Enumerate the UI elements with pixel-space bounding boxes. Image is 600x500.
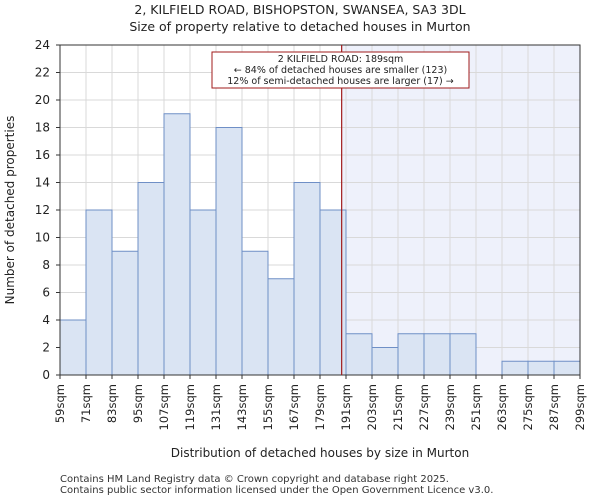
x-tick-label: 275sqm [521, 384, 535, 430]
histogram-bar [59, 319, 87, 376]
y-tick-label: 24 [35, 38, 50, 52]
histogram-bar [111, 250, 139, 376]
y-tick-label: 6 [42, 286, 50, 300]
x-tick-label: 119sqm [183, 384, 197, 430]
x-tick-label: 299sqm [573, 384, 587, 430]
histogram-bar [215, 127, 243, 376]
histogram-bar [163, 113, 191, 376]
histogram-bar [397, 333, 425, 376]
x-tick-label: 107sqm [157, 384, 171, 430]
x-tick-label: 143sqm [235, 384, 249, 430]
y-tick-label: 4 [42, 313, 50, 327]
y-tick-label: 14 [35, 176, 50, 190]
y-tick-label: 18 [35, 121, 50, 135]
y-tick-label: 16 [35, 148, 50, 162]
histogram-bar [553, 360, 581, 376]
histogram-bar [293, 182, 321, 376]
chart-title: 2, KILFIELD ROAD, BISHOPSTON, SWANSEA, S… [134, 2, 466, 17]
x-tick-label: 191sqm [339, 384, 353, 430]
x-tick-label: 203sqm [365, 384, 379, 430]
x-tick-label: 71sqm [79, 384, 93, 423]
x-tick-label: 263sqm [495, 384, 509, 430]
x-tick-label: 131sqm [209, 384, 223, 430]
x-tick-label: 155sqm [261, 384, 275, 430]
histogram-bar [267, 278, 295, 376]
x-tick-label: 239sqm [443, 384, 457, 430]
histogram-bar [501, 360, 529, 376]
y-tick-label: 12 [35, 203, 50, 217]
x-tick-label: 227sqm [417, 384, 431, 430]
y-tick-label: 2 [42, 341, 50, 355]
y-axis-label: Number of detached properties [3, 116, 17, 305]
y-tick-label: 10 [35, 231, 50, 245]
histogram-bar [241, 250, 269, 376]
footer-licence: Contains public sector information licen… [60, 485, 494, 496]
histogram-bar [189, 209, 217, 376]
histogram-bar [527, 360, 555, 376]
y-tick-label: 22 [35, 66, 50, 80]
annotation-line: 12% of semi-detached houses are larger (… [227, 76, 454, 87]
histogram-chart: 2 KILFIELD ROAD: 189sqm← 84% of detached… [3, 38, 587, 460]
histogram-bar [345, 333, 373, 376]
x-tick-label: 251sqm [469, 384, 483, 430]
chart-subtitle: Size of property relative to detached ho… [129, 19, 471, 34]
x-tick-label: 95sqm [131, 384, 145, 423]
histogram-bar [423, 333, 451, 376]
annotation-line: 2 KILFIELD ROAD: 189sqm [278, 54, 404, 65]
annotation-line: ← 84% of detached houses are smaller (12… [234, 65, 447, 76]
x-axis-label: Distribution of detached houses by size … [171, 446, 469, 460]
histogram-bar [449, 333, 477, 376]
x-tick-label: 59sqm [53, 384, 67, 423]
x-tick-label: 179sqm [313, 384, 327, 430]
y-tick-label: 20 [35, 93, 50, 107]
y-tick-label: 8 [42, 258, 50, 272]
x-tick-label: 287sqm [547, 384, 561, 430]
histogram-bar [85, 209, 113, 376]
histogram-bar [371, 347, 399, 376]
annotation-box [211, 51, 470, 89]
x-tick-label: 167sqm [287, 384, 301, 430]
x-tick-label: 83sqm [105, 384, 119, 423]
histogram-bar [137, 182, 165, 376]
footer-copyright: Contains HM Land Registry data © Crown c… [60, 474, 449, 485]
x-tick-label: 215sqm [391, 384, 405, 430]
y-tick-label: 0 [42, 368, 50, 382]
